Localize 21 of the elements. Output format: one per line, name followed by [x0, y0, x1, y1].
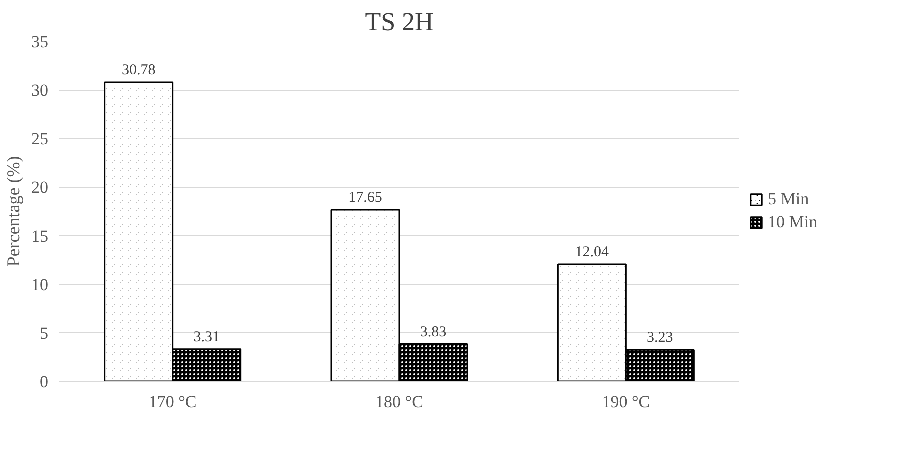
y-tick-label: 15	[32, 226, 48, 246]
data-label: 3.23	[647, 330, 674, 346]
data-label: 3.31	[194, 329, 220, 346]
data-label: 12.04	[575, 244, 610, 261]
data-label: 3.83	[420, 324, 447, 340]
y-tick-label: 30	[32, 81, 48, 100]
legend-label: 5 Min	[768, 190, 810, 210]
y-tick-label: 10	[32, 275, 48, 294]
y-tick-label: 5	[40, 324, 48, 343]
y-axis-title: Percentage (%)	[4, 156, 24, 267]
x-tick-label: 190 °C	[602, 392, 650, 412]
x-tick-label: 170 °C	[148, 392, 197, 412]
y-tick-label: 35	[32, 32, 48, 52]
data-label: 17.65	[348, 190, 382, 206]
data-label: 30.78	[122, 62, 156, 78]
chart-title: TS 2H	[365, 8, 434, 36]
x-tick-label: 180 °C	[376, 392, 424, 412]
y-tick-label: 20	[32, 178, 48, 198]
y-tick-label: 25	[32, 130, 48, 149]
legend-label: 10 Min	[768, 212, 818, 232]
y-tick-label: 0	[40, 372, 48, 392]
